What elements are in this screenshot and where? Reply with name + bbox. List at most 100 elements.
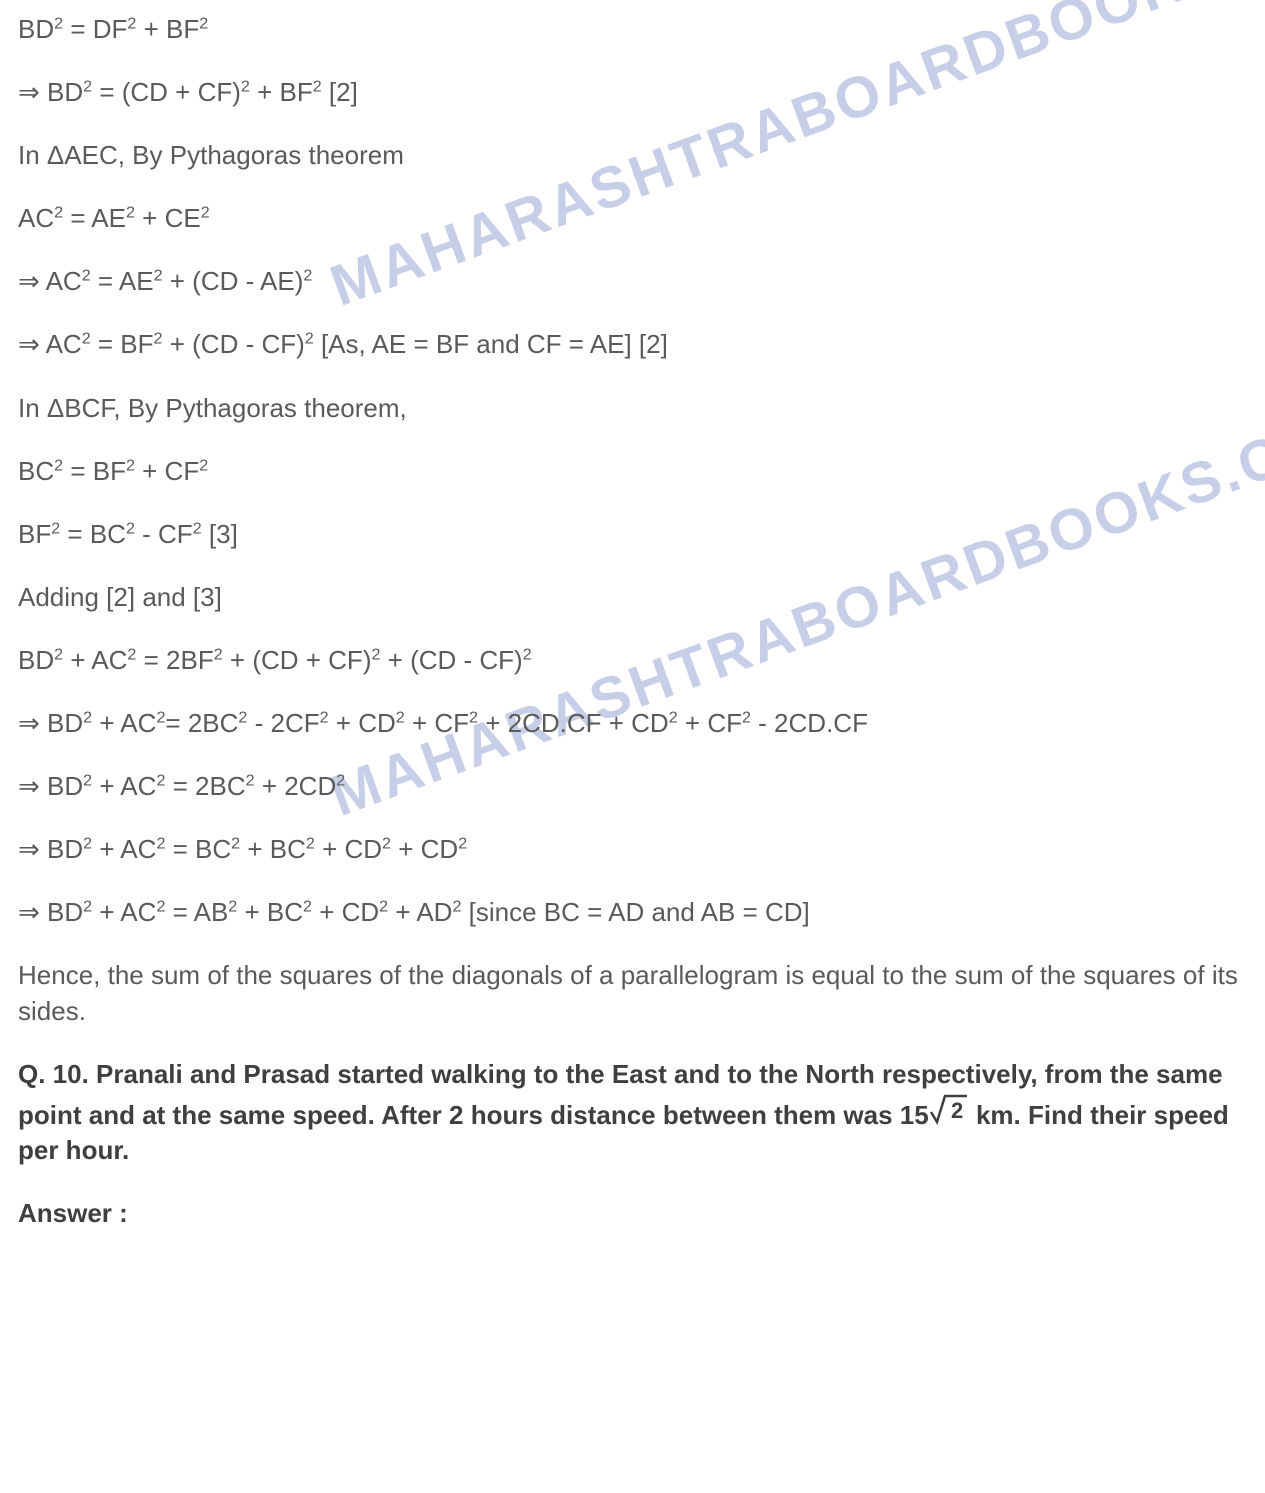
document-body: BD2 = DF2 + BF2 ⇒ BD2 = (CD + CF)2 + BF2… <box>18 12 1247 1231</box>
text-segment: ⇒ BD <box>18 77 83 107</box>
superscript: 2 <box>742 708 751 726</box>
text-segment: [since BC = AD and AB = CD] <box>461 897 809 927</box>
text-segment: + AC <box>92 771 156 801</box>
superscript: 2 <box>313 77 322 95</box>
equation-line: ⇒ BD2 + AC2 = 2BC2 + 2CD2 <box>18 769 1247 804</box>
text-segment: + CD <box>315 834 382 864</box>
text-line: In ΔBCF, By Pythagoras theorem, <box>18 391 1247 426</box>
text-segment: BC <box>18 456 54 486</box>
superscript: 2 <box>54 645 63 663</box>
equation-line: BD2 = DF2 + BF2 <box>18 12 1247 47</box>
text-segment: [2] <box>322 77 358 107</box>
text-segment: + BC <box>240 834 306 864</box>
text-segment: = AE <box>91 266 154 296</box>
equation-line: ⇒ BD2 + AC2= 2BC2 - 2CF2 + CD2 + CF2 + 2… <box>18 706 1247 741</box>
superscript: 2 <box>228 898 237 916</box>
text-segment: = DF <box>63 14 127 44</box>
text-segment: + CF <box>405 708 469 738</box>
text-segment: + CD <box>391 834 458 864</box>
text-segment: + AC <box>92 897 156 927</box>
text-segment: = AE <box>63 203 126 233</box>
text-segment: = (CD + CF) <box>92 77 241 107</box>
text-segment: + AC <box>63 645 127 675</box>
superscript: 2 <box>306 835 315 853</box>
superscript: 2 <box>51 519 60 537</box>
superscript: 2 <box>199 14 208 32</box>
superscript: 2 <box>303 267 312 285</box>
text-segment: [3] <box>202 519 238 549</box>
superscript: 2 <box>154 330 163 348</box>
text-segment: BF <box>18 519 51 549</box>
text-segment: = 2BC <box>165 771 245 801</box>
equation-line: BC2 = BF2 + CF2 <box>18 454 1247 489</box>
text-segment: + BF <box>250 77 313 107</box>
answer-label: Answer : <box>18 1196 1247 1231</box>
sqrt-icon: 2 <box>929 1092 969 1126</box>
superscript: 2 <box>154 267 163 285</box>
text-segment: ⇒ BD <box>18 708 83 738</box>
text-segment: - 2CF <box>247 708 319 738</box>
text-segment: ⇒ BD <box>18 771 83 801</box>
text-segment: = BF <box>91 329 154 359</box>
superscript: 2 <box>303 898 312 916</box>
superscript: 2 <box>193 519 202 537</box>
text-segment: ⇒ BD <box>18 834 83 864</box>
text-line: Adding [2] and [3] <box>18 580 1247 615</box>
superscript: 2 <box>396 708 405 726</box>
superscript: 2 <box>320 708 329 726</box>
superscript: 2 <box>201 204 210 222</box>
equation-line: ⇒ BD2 = (CD + CF)2 + BF2 [2] <box>18 75 1247 110</box>
text-segment: + CF <box>135 456 199 486</box>
sqrt-radicand: 2 <box>951 1098 963 1123</box>
text-segment: = BF <box>63 456 126 486</box>
text-segment: ⇒ BD <box>18 897 83 927</box>
equation-line: BF2 = BC2 - CF2 [3] <box>18 517 1247 552</box>
text-segment: + (CD - CF) <box>380 645 522 675</box>
superscript: 2 <box>127 14 136 32</box>
superscript: 2 <box>126 519 135 537</box>
text-segment: [As, AE = BF and CF = AE] [2] <box>314 329 668 359</box>
equation-line: ⇒ BD2 + AC2 = BC2 + BC2 + CD2 + CD2 <box>18 832 1247 867</box>
superscript: 2 <box>336 771 345 789</box>
superscript: 2 <box>382 835 391 853</box>
text-segment: BD <box>18 645 54 675</box>
superscript: 2 <box>83 898 92 916</box>
text-line: In ΔAEC, By Pythagoras theorem <box>18 138 1247 173</box>
text-segment: = BC <box>165 834 231 864</box>
text-segment: + BF <box>136 14 199 44</box>
superscript: 2 <box>54 204 63 222</box>
text-segment: = 2BC <box>165 708 238 738</box>
superscript: 2 <box>469 708 478 726</box>
text-segment: + (CD - CF) <box>163 329 305 359</box>
text-segment: AC <box>18 203 54 233</box>
text-segment: - CF <box>135 519 193 549</box>
superscript: 2 <box>199 456 208 474</box>
text-segment: ⇒ AC <box>18 329 82 359</box>
equation-line: AC2 = AE2 + CE2 <box>18 201 1247 236</box>
superscript: 2 <box>241 77 250 95</box>
text-segment: ⇒ AC <box>18 266 82 296</box>
superscript: 2 <box>82 330 91 348</box>
text-segment: + CD <box>312 897 379 927</box>
superscript: 2 <box>82 267 91 285</box>
text-line: Hence, the sum of the squares of the dia… <box>18 958 1247 1028</box>
text-segment: + 2CD.CF + CD <box>478 708 669 738</box>
text-segment: + AC <box>92 708 156 738</box>
superscript: 2 <box>126 456 135 474</box>
equation-line: ⇒ AC2 = AE2 + (CD - AE)2 <box>18 264 1247 299</box>
text-segment: + CD <box>329 708 396 738</box>
superscript: 2 <box>669 708 678 726</box>
text-segment: = AB <box>165 897 228 927</box>
text-segment: BD <box>18 14 54 44</box>
text-segment: + AC <box>92 834 156 864</box>
superscript: 2 <box>523 645 532 663</box>
text-segment: - 2CD.CF <box>751 708 868 738</box>
text-segment: + AD <box>388 897 452 927</box>
equation-line: ⇒ BD2 + AC2 = AB2 + BC2 + CD2 + AD2 [sin… <box>18 895 1247 930</box>
superscript: 2 <box>54 14 63 32</box>
superscript: 2 <box>83 771 92 789</box>
superscript: 2 <box>126 204 135 222</box>
text-segment: = 2BF <box>136 645 213 675</box>
text-segment: + (CD - AE) <box>163 266 304 296</box>
superscript: 2 <box>83 835 92 853</box>
